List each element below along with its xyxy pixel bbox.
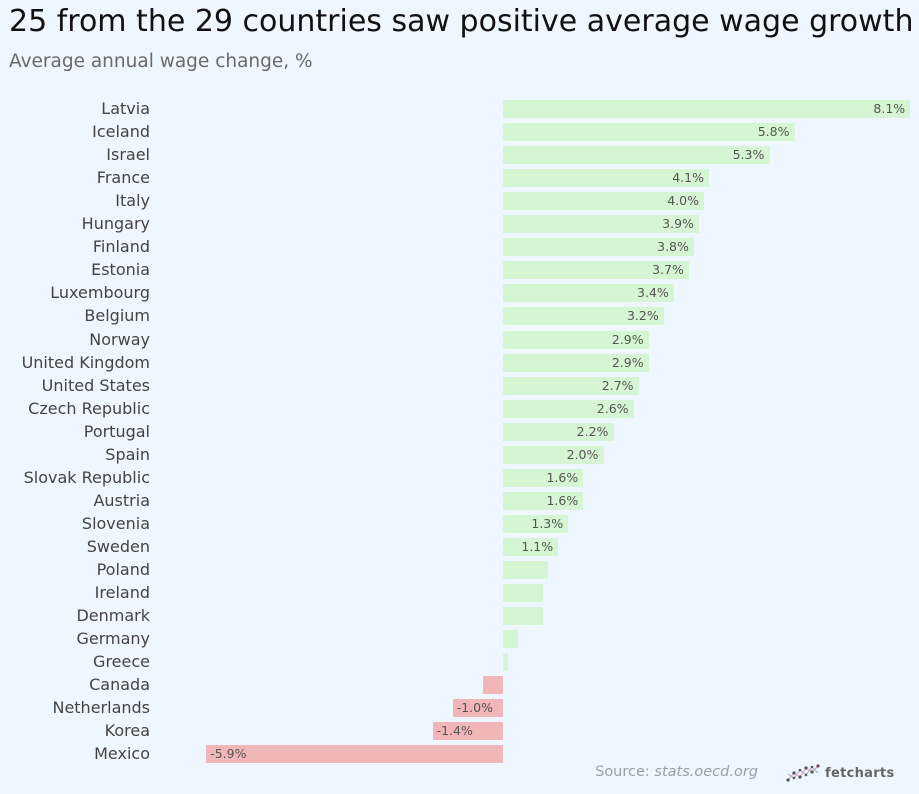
category-label: Netherlands [52, 698, 150, 718]
data-label: 3.7% [652, 262, 684, 278]
data-label: 1.6% [546, 469, 579, 485]
category-label: Israel [106, 145, 150, 165]
data-label: 4.1% [672, 170, 704, 186]
data-label: 4.0% [667, 193, 699, 209]
bar[interactable] [503, 330, 649, 349]
category-label: Korea [104, 721, 150, 741]
bar[interactable] [503, 123, 795, 142]
category-label: France [96, 168, 150, 188]
category-label: Slovak Republic [23, 467, 150, 487]
bar[interactable] [503, 169, 710, 188]
category-label: Germany [76, 629, 150, 649]
bar[interactable] [503, 630, 519, 649]
bar[interactable] [503, 653, 509, 672]
bar[interactable] [432, 722, 503, 741]
bar[interactable] [503, 584, 544, 603]
category-label: Estonia [91, 260, 150, 280]
category-label: Sweden [86, 536, 150, 556]
data-label: -5.9% [210, 746, 247, 762]
bar[interactable] [503, 215, 700, 234]
category-label: Canada [89, 675, 150, 695]
data-label: 1.6% [546, 492, 579, 508]
bar[interactable] [503, 307, 664, 326]
category-label: Austria [93, 490, 150, 510]
data-label: 3.9% [662, 216, 694, 232]
data-label: -1.0% [456, 700, 493, 716]
data-label: 2.9% [611, 354, 644, 370]
category-label: Iceland [92, 122, 150, 142]
bar[interactable] [503, 399, 634, 418]
bar[interactable] [503, 422, 614, 441]
chart-title: 25 from the 29 countries saw positive av… [9, 4, 914, 39]
data-label: 3.8% [657, 239, 689, 255]
category-label: Ireland [94, 583, 150, 603]
category-label: Norway [89, 329, 150, 349]
bar[interactable] [503, 445, 604, 464]
data-label: 2.2% [576, 423, 609, 439]
data-label: 5.3% [732, 147, 765, 163]
bar[interactable] [503, 261, 690, 280]
category-label: Portugal [83, 421, 150, 441]
category-label: Spain [105, 444, 150, 464]
data-label: 2.6% [596, 400, 629, 416]
data-label: 3.4% [637, 285, 669, 301]
category-label: Hungary [81, 214, 150, 234]
category-label: Denmark [76, 606, 150, 626]
bar[interactable] [482, 676, 503, 695]
category-label: Latvia [101, 99, 150, 118]
data-label: 1.3% [531, 515, 564, 531]
source-link[interactable]: stats.oecd.org [654, 764, 758, 780]
bar[interactable] [503, 491, 584, 510]
data-label: 2.7% [601, 377, 634, 393]
category-label: Czech Republic [28, 398, 150, 418]
brand-logo[interactable]: fetcharts [786, 762, 894, 784]
bar[interactable] [503, 192, 705, 211]
category-label: Greece [93, 652, 150, 672]
data-label: 8.1% [873, 101, 906, 116]
data-label: 3.2% [626, 308, 659, 324]
bar[interactable] [503, 561, 549, 579]
chart-subtitle: Average annual wage change, % [9, 51, 313, 72]
data-label: 2.9% [611, 331, 644, 347]
data-label: 5.8% [757, 124, 790, 140]
bar[interactable] [503, 537, 559, 556]
source-note: Source: stats.oecd.org [595, 764, 758, 780]
brand-name: fetcharts [825, 765, 895, 781]
category-label: Belgium [84, 306, 150, 326]
category-label: Italy [115, 191, 150, 211]
category-label: United States [41, 375, 150, 395]
source-prefix: Source: [595, 764, 655, 780]
category-label: Mexico [94, 744, 150, 764]
bar[interactable] [206, 745, 503, 764]
data-label: 1.1% [521, 538, 554, 554]
bar[interactable] [503, 376, 639, 395]
fetcharts-logo-icon [786, 764, 820, 782]
bar[interactable] [503, 146, 770, 165]
bar[interactable] [503, 607, 544, 626]
category-label: Finland [92, 237, 150, 257]
bar[interactable] [503, 100, 911, 118]
bar[interactable] [503, 514, 569, 533]
category-label: Luxembourg [50, 283, 150, 303]
bar[interactable] [503, 353, 649, 372]
category-label: United Kingdom [21, 352, 150, 372]
bar[interactable] [452, 699, 503, 718]
bar[interactable] [503, 238, 695, 257]
bar[interactable] [503, 284, 675, 303]
data-label: -1.4% [436, 723, 473, 739]
data-label: 2.0% [566, 446, 599, 462]
category-label: Slovenia [81, 513, 150, 533]
bar[interactable] [503, 468, 584, 487]
category-label: Poland [96, 560, 150, 579]
